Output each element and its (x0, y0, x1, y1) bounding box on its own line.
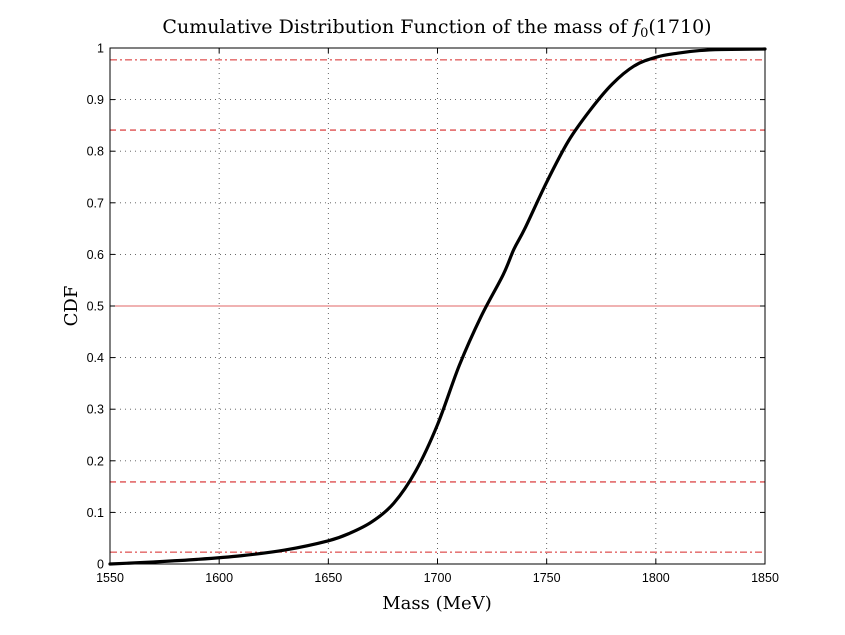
y-tick-label: 0.3 (87, 403, 104, 417)
y-tick-label: 0.7 (87, 196, 104, 210)
x-axis-label: Mass (MeV) (382, 593, 492, 614)
title-subscript: 0 (640, 26, 648, 41)
x-tick-label: 1700 (424, 571, 452, 585)
title-suffix: (1710) (648, 16, 711, 38)
y-tick-label: 0.2 (87, 454, 104, 468)
series-line-cdf (108, 47, 767, 566)
title-text: Cumulative Distribution Function of the … (162, 16, 629, 38)
y-tick-label: 0.1 (87, 506, 104, 520)
x-tick-label: 1550 (96, 571, 124, 585)
reference-lines (110, 59, 765, 553)
title-symbol: f (631, 16, 643, 38)
series (108, 47, 767, 566)
x-tick-label: 1650 (314, 571, 342, 585)
y-tick-label: 0.8 (87, 145, 104, 159)
y-tick-label: 0.6 (87, 248, 104, 262)
y-tick-label: 0.9 (87, 93, 104, 107)
axis-ticks: 1550 1600 1650 1700 1750 1800 1850 0 0.1 0.2 0.3 0.… (87, 42, 779, 586)
chart-title: Cumulative Distribution Function of the … (162, 16, 711, 41)
x-tick-label: 1600 (205, 571, 233, 585)
y-tick-label: 0.4 (87, 351, 104, 365)
grid (110, 48, 765, 564)
y-tick-label: 1 (97, 42, 104, 56)
y-tick-label: 0.5 (87, 300, 104, 314)
x-tick-label: 1800 (642, 571, 670, 585)
x-tick-label: 1850 (751, 571, 779, 585)
y-axis-label: CDF (61, 286, 82, 327)
x-tick-label: 1750 (533, 571, 561, 585)
y-tick-label: 0 (97, 558, 104, 572)
